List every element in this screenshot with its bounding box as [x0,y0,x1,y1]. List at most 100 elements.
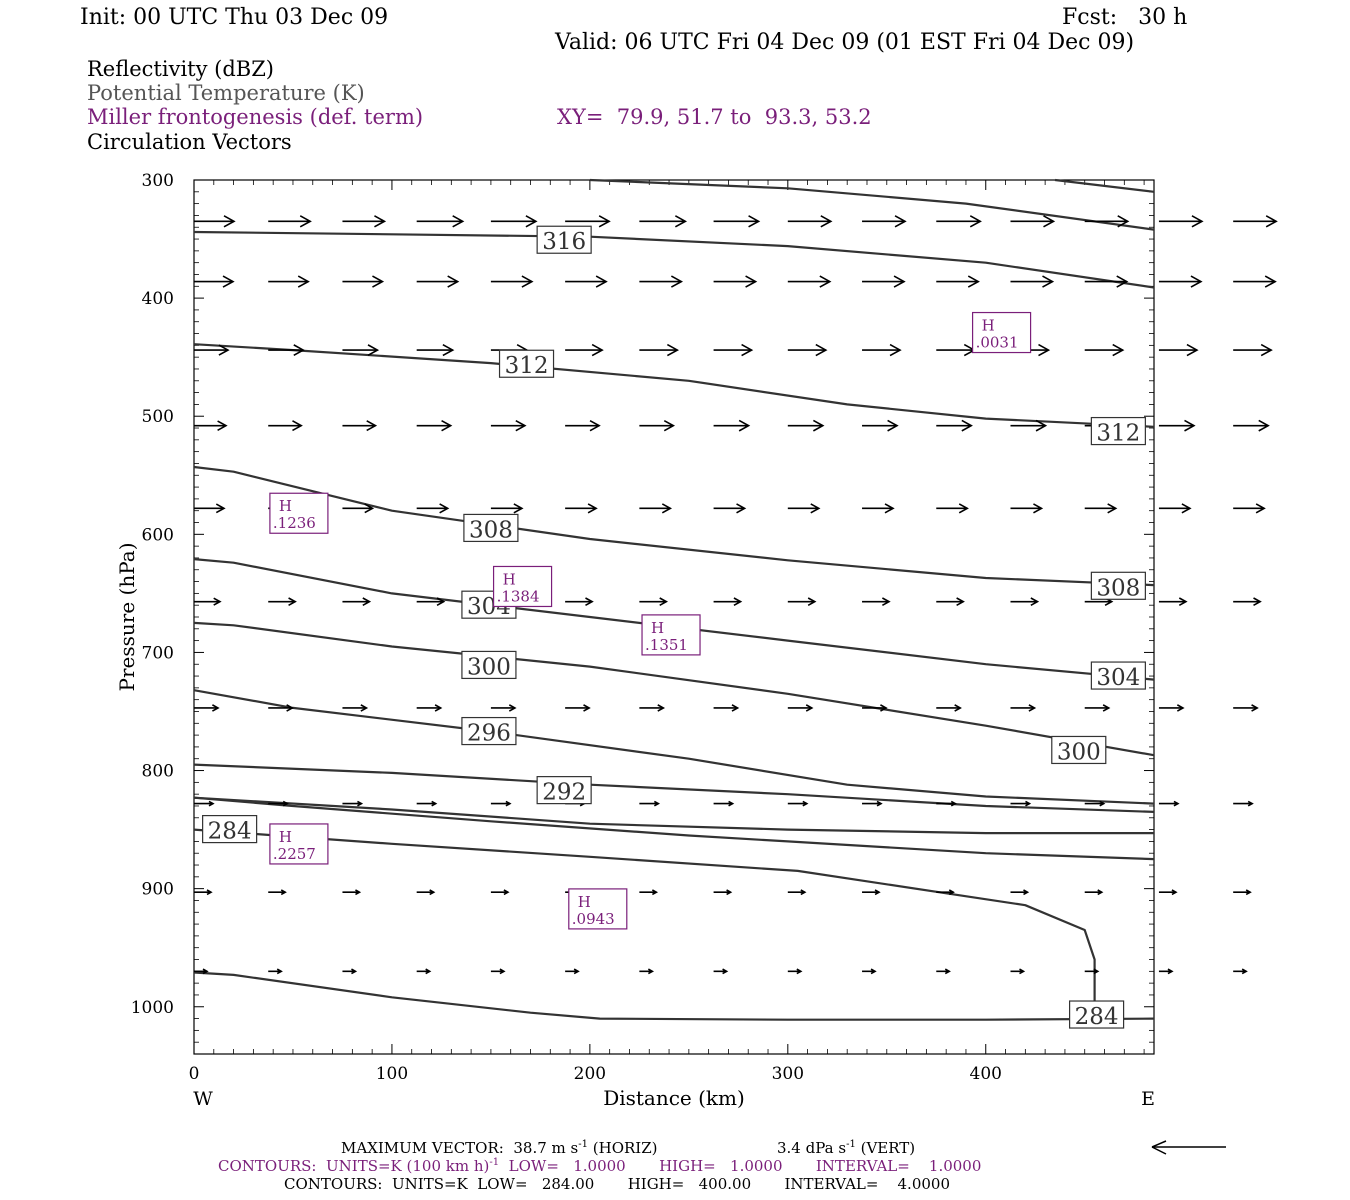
frontogenesis-high-label: H [279,497,292,515]
circulation-vector [342,597,372,607]
contour-label-box [461,716,517,746]
circulation-vector [1010,889,1030,896]
circulation-vector [194,597,222,606]
vector-head [591,343,604,357]
circulation-vector [416,419,453,432]
circulation-vector [416,704,443,712]
circulation-vector [639,597,669,607]
circulation-vector [416,215,465,228]
circulation-vector [416,800,438,807]
theta-contour-288 [193,828,1096,1007]
frontogenesis-high-box [269,492,329,534]
vector-head [722,968,729,975]
circulation-vector [565,215,611,228]
circulation-vector [565,275,608,288]
circulation-vector [1233,800,1254,807]
circulation-vector [1233,275,1277,288]
vector-head [1035,419,1048,432]
theta-contour-320 [589,178,1155,231]
max-vector-text: MAXIMUM VECTOR: 38.7 m s [341,1139,579,1157]
circulation-vector [194,420,228,431]
circulation-vector [1158,215,1204,228]
vector-head [1251,704,1259,712]
vector-head [367,344,380,356]
vector-head [508,704,517,712]
circulation-vector [862,275,906,288]
theta-contour-284 [193,796,1155,861]
vector-head [820,215,833,228]
circulation-vector [194,968,209,975]
x-tick-label: 400 [970,1064,1002,1084]
circulation-vector [1233,597,1262,607]
vector-head [748,215,761,228]
vector-head [282,800,289,807]
circulation-vector [1158,419,1196,432]
circulation-vector [936,419,973,432]
circulation-vector [639,215,688,228]
circulation-vector [936,704,962,712]
circulation-vector [490,419,527,432]
vector-head [202,968,209,975]
vector-head [206,889,213,896]
circulation-vector [639,275,684,288]
west-label: W [193,1088,213,1110]
vector-head [956,597,965,607]
frontogenesis-high-value: .2257 [273,845,316,863]
vector-head [1038,343,1051,357]
vector-head [1255,503,1266,514]
vector-head [1107,503,1118,514]
circulation-vector [639,503,673,514]
vector-head [1093,968,1100,975]
init-time: Init: 00 UTC Thu 03 Dec 09 [80,5,389,30]
circulation-vector [1084,889,1104,896]
circulation-vector [713,800,735,807]
circulation-vector [1158,800,1180,807]
vector-head [573,968,580,975]
vector-head [800,889,807,896]
vector-head [948,889,955,896]
circulation-vector [1010,968,1026,975]
theta-contour-304 [193,558,1155,681]
vector-head [515,419,527,432]
frontogenesis-high: H.0943 [568,888,628,930]
vector-head [659,597,669,607]
circulation-vector [787,275,832,288]
circulation-vector [1010,597,1040,607]
vector-head [1245,889,1252,896]
field-theta: Potential Temperature (K) [87,81,365,105]
vector-head [663,419,676,432]
contour-label-300: 300 [1051,735,1107,765]
vector-head [1264,275,1277,288]
theta-contour-316 [193,230,1155,289]
contour-label-box [463,513,519,543]
vector-head [961,419,973,432]
vector-head [807,597,817,607]
circulation-vector [713,503,747,514]
circulation-vector [1158,597,1188,607]
vector-head [587,503,598,514]
vector-head [1023,889,1030,896]
contour-label-text: 284 [1075,1004,1119,1030]
circulation-vector [1084,503,1118,514]
vector-head [876,800,883,807]
vector-head [447,275,460,288]
circulation-vector [787,800,809,807]
contour-label-text: 312 [1096,421,1140,447]
vector-head [364,503,375,514]
vector-head [969,215,982,228]
circulation-vector [862,503,895,514]
contours-frontogenesis-range: LOW= 1.0000 HIGH= 1.0000 INTERVAL= 1.000… [508,1157,982,1175]
vector-head [670,275,684,288]
circulation-vector [787,215,833,228]
vector-head [657,704,666,712]
contours-frontogenesis-units: CONTOURS: UNITS=K (100 km h) [218,1157,490,1175]
vector-head [1191,215,1204,228]
circulation-vector [565,597,594,607]
contour-label-text: 304 [1096,665,1140,691]
circulation-vector [1158,704,1185,712]
vector-head [1176,704,1185,712]
vector-head [215,503,226,514]
vector-head [1253,597,1262,607]
vector-head [583,704,591,712]
contour-label-312: 312 [1090,416,1146,447]
